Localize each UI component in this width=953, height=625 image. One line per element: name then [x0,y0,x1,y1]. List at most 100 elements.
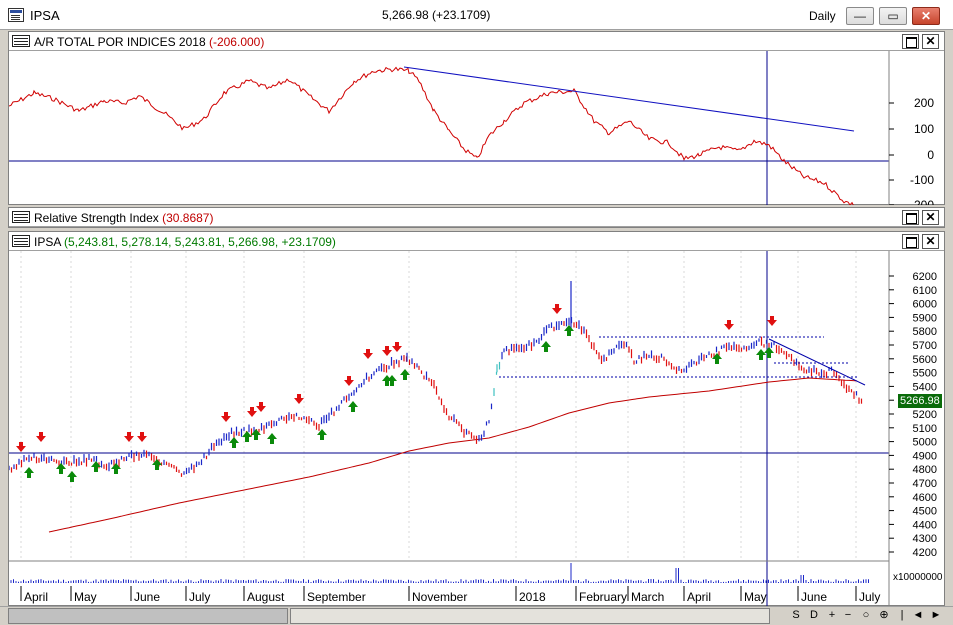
price-axis-tick: 6200 [913,271,937,283]
nav-button-2[interactable]: + [828,609,836,621]
sell-signal-arrow [392,342,402,352]
buy-signal-arrow [317,429,327,440]
price-axis-tick: 5800 [913,326,937,338]
scroll-thumb[interactable] [290,608,770,624]
buy-signal-arrow [400,369,410,380]
buy-signal-arrow [764,347,774,358]
price-axis-tick: 4300 [913,533,937,545]
rsi-panel: Relative Strength Index (30.8687) ✕ [8,207,945,228]
last-price-tag: 5266.98 [898,394,942,408]
month-label: May [744,590,767,604]
price-axis-tick: 4600 [913,492,937,504]
ar-panel-header: A/R TOTAL POR INDICES 2018 (-206.000) ✕ [9,32,944,51]
price-axis-tick: 4200 [913,547,937,559]
ar-axis-tick: -100 [910,173,934,187]
signal-arrows [16,304,777,482]
buy-signal-arrow [242,431,252,442]
sell-signal-arrow [294,394,304,404]
window-titlebar: IPSA 5,266.98 (+23.1709) Daily — ▭ ✕ [0,0,953,30]
sell-signal-arrow [344,376,354,386]
close-button[interactable]: ✕ [912,7,940,25]
ar-maximize-button[interactable] [902,34,919,49]
price-axis-tick: 5100 [913,423,937,435]
buy-signal-arrow [56,463,66,474]
price-value: (5,243.81, 5,278.14, 5,243.81, 5,266.98,… [64,235,336,249]
month-label: March [631,590,664,604]
price-axis-tick: 4500 [913,506,937,518]
ar-axis-tick: 0 [927,148,934,162]
month-label: April [687,590,711,604]
month-label: June [134,590,160,604]
sell-signal-arrow [552,304,562,314]
minimize-icon: — [854,9,866,23]
nav-button-8[interactable]: ► [930,609,942,621]
nav-button-7[interactable]: ◄ [912,609,924,621]
price-maximize-button[interactable] [902,234,919,249]
price-panel: IPSA (5,243.81, 5,278.14, 5,243.81, 5,26… [8,231,945,606]
rsi-panel-header: Relative Strength Index (30.8687) ✕ [9,208,944,227]
rsi-maximize-button[interactable] [902,210,919,225]
nav-button-3[interactable]: − [844,609,852,621]
price-axis-tick: 5900 [913,312,937,324]
sell-signal-arrow [382,346,392,356]
ar-panel-title: A/R TOTAL POR INDICES 2018 (-206.000) [34,35,265,49]
volume-axis-label: x10000000 [893,572,943,583]
ar-close-button[interactable]: ✕ [922,34,939,49]
chart-window-icon [8,8,24,22]
ar-panel: A/R TOTAL POR INDICES 2018 (-206.000) ✕ … [8,31,945,205]
month-label: February [579,590,627,604]
ar-axis-tick: -200 [910,198,934,205]
sell-signal-arrow [36,432,46,442]
buy-signal-arrow [91,461,101,472]
restore-button[interactable]: ▭ [879,7,907,25]
price-axis-tick: 5700 [913,340,937,352]
panel-icon [12,35,30,47]
price-axis-tick: 6100 [913,285,937,297]
sell-signal-arrow [124,432,134,442]
buy-signal-arrow [387,375,397,386]
ar-axis-tick: 200 [914,96,934,110]
buy-signal-arrow [229,437,239,448]
minimize-button[interactable]: — [846,7,874,25]
price-close-button[interactable]: ✕ [922,234,939,249]
rsi-panel-title: Relative Strength Index (30.8687) [34,211,214,225]
price-axis-tick: 5000 [913,437,937,449]
nav-button-4[interactable]: ○ [862,609,870,621]
panel-icon [12,211,30,223]
buy-signal-arrow [712,353,722,364]
symbol-label: IPSA [30,8,60,23]
price-panel-title: IPSA (5,243.81, 5,278.14, 5,243.81, 5,26… [34,235,336,249]
nav-button-1[interactable]: D [810,609,818,621]
rsi-close-button[interactable]: ✕ [922,210,939,225]
price-axis-labels: 6200610060005900580057005600550054005300… [889,271,937,559]
month-label: May [74,590,97,604]
month-label: April [24,590,48,604]
nav-button-5[interactable]: ⊕ [879,609,889,621]
downtrend-line [768,338,866,386]
price-chart[interactable]: 6200610060005900580057005600550054005300… [9,251,946,606]
buy-signal-arrow [541,341,551,352]
nav-button-6[interactable]: | [900,609,904,621]
month-label: November [412,590,467,604]
buy-signal-arrow [564,325,574,336]
period-label: Daily [809,9,836,23]
month-label: 2018 [519,590,546,604]
sell-signal-arrow [767,316,777,326]
nav-button-0[interactable]: S [792,609,800,621]
month-label: July [189,590,210,604]
sell-signal-arrow [363,349,373,359]
price-axis-tick: 4700 [913,478,937,490]
buy-signal-arrow [251,429,261,440]
close-icon: ✕ [920,9,932,23]
buy-signal-arrow [267,433,277,444]
sell-signal-arrow [16,442,26,452]
quote-label: 5,266.98 (+23.1709) [382,8,491,22]
scroll-left-track[interactable] [8,608,288,624]
ar-chart[interactable]: 200 100 0 -100 -200 [9,51,946,205]
price-axis-tick: 6000 [913,299,937,311]
price-panel-header: IPSA (5,243.81, 5,278.14, 5,243.81, 5,26… [9,232,944,251]
sell-signal-arrow [247,407,257,417]
month-grid [20,251,857,561]
ar-trend-line [403,66,855,132]
ar-axis-labels: 200 100 0 -100 -200 [889,96,934,205]
